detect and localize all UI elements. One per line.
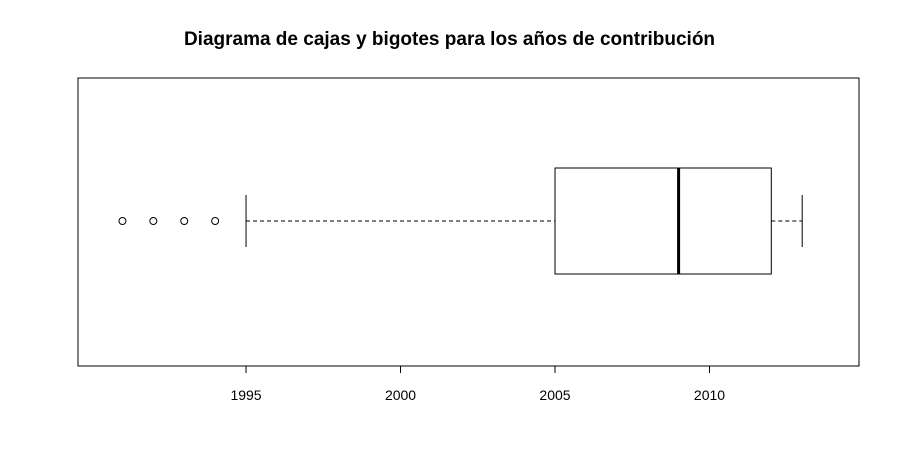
chart-title: Diagrama de cajas y bigotes para los año… [183,29,716,50]
outlier-point-0 [118,217,127,225]
box-iqr [554,167,772,275]
outlier-point-1 [149,217,158,225]
x-tick-label-1: 2000 [385,387,416,403]
plot-frame [77,77,860,367]
x-tick-label-3: 2010 [694,387,725,403]
outlier-point-3 [211,217,220,225]
x-tick-label-0: 1995 [230,387,261,403]
x-tick-label-2: 2005 [539,387,570,403]
outlier-point-2 [180,217,189,225]
